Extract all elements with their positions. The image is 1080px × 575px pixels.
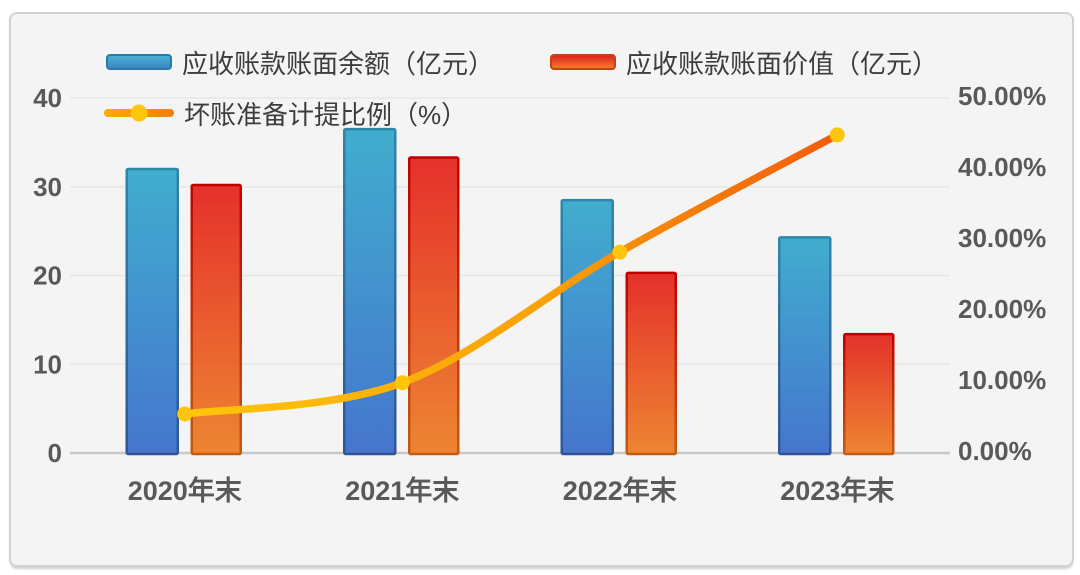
ratio-marker-2021年末 (394, 375, 410, 391)
right-axis-tick-20.00%: 20.00% (958, 294, 1046, 324)
right-axis-tick-0.00%: 0.00% (958, 436, 1032, 466)
right-axis-tick-30.00%: 30.00% (958, 223, 1046, 253)
legend-item-value: 应收账款账面价值（亿元） (550, 47, 938, 79)
x-axis-label-2022年末: 2022年末 (563, 475, 677, 506)
right-axis-tick-10.00%: 10.00% (958, 365, 1046, 395)
bar-balance-2021年末 (343, 127, 397, 456)
bar-value-2023年末 (843, 332, 895, 456)
right-axis-tick-50.00%: 50.00% (958, 81, 1046, 111)
bar-balance-2023年末 (778, 236, 832, 456)
legend-swatch-ratio-line (104, 104, 174, 122)
legend-marker-dot-icon (130, 104, 148, 122)
bar-balance-2020年末 (125, 167, 179, 456)
left-axis-tick-40: 40 (33, 83, 62, 113)
bar-series (125, 127, 895, 456)
line-series (177, 127, 845, 422)
ratio-marker-2020年末 (177, 406, 193, 422)
bar-balance-2022年末 (560, 198, 614, 456)
x-axis-label-2021年末: 2021年末 (345, 475, 459, 506)
ratio-marker-2022年末 (612, 244, 628, 260)
bar-value-2020年末 (190, 183, 242, 456)
right-axis-tick-40.00%: 40.00% (958, 152, 1046, 182)
left-axis-tick-20: 20 (33, 261, 62, 291)
legend-item-ratio: 坏账准备计提比例（%） (104, 98, 467, 130)
bar-value-2021年末 (408, 156, 460, 456)
axis-labels: 0 10 20 30 40 0.00% 10.00% 20.00% 30.00% 40.00% 50… (33, 81, 1046, 506)
left-axis-tick-10: 10 (33, 349, 62, 379)
legend-swatch-balance-bar (106, 54, 172, 70)
legend-swatch-value-bar (550, 54, 616, 70)
legend-label-value: 应收账款账面价值（亿元） (626, 48, 939, 79)
ratio-line (181, 131, 842, 418)
left-axis-tick-30: 30 (33, 172, 62, 202)
left-axis-tick-0: 0 (48, 438, 62, 468)
legend-label-ratio: 坏账准备计提比例（%） (184, 99, 468, 130)
chart-card (9, 12, 1074, 567)
x-axis-label-2020年末: 2020年末 (128, 475, 242, 506)
legend-item-balance: 应收账款账面余额（亿元） (106, 47, 494, 79)
bar-value-2022年末 (625, 271, 677, 456)
x-axis-label-2023年末: 2023年末 (780, 475, 894, 506)
ratio-marker-2023年末 (829, 127, 845, 143)
legend-label-balance: 应收账款账面余额（亿元） (182, 48, 495, 79)
